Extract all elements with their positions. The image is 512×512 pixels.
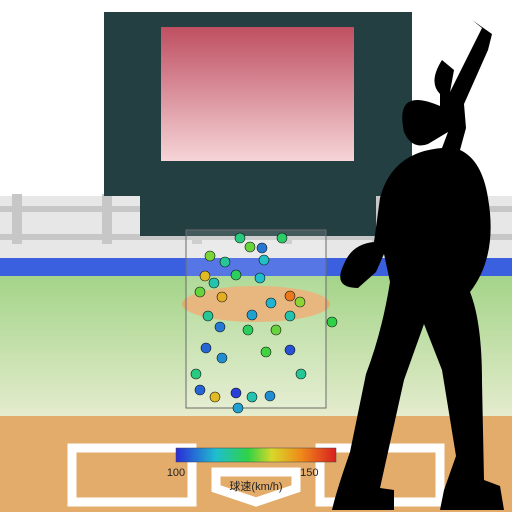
pitch-marker	[243, 325, 253, 335]
pitch-marker	[259, 255, 269, 265]
pitch-marker	[265, 391, 275, 401]
pitch-marker	[205, 251, 215, 261]
pitch-marker	[285, 291, 295, 301]
pitch-marker	[247, 392, 257, 402]
legend-tick: 100	[167, 467, 185, 479]
pitch-marker	[233, 403, 243, 413]
pitch-marker	[217, 353, 227, 363]
pitch-marker	[203, 311, 213, 321]
pitch-marker	[200, 271, 210, 281]
legend-label: 球速(km/h)	[229, 479, 282, 493]
pitch-marker	[296, 369, 306, 379]
pitch-marker	[201, 343, 211, 353]
pitch-marker	[255, 273, 265, 283]
pitch-marker	[285, 311, 295, 321]
pitch-marker	[217, 292, 227, 302]
pitch-marker	[210, 392, 220, 402]
scene-svg: 100 150 球速(km/h)	[0, 0, 512, 512]
pitch-marker	[220, 257, 230, 267]
pitch-marker	[245, 242, 255, 252]
pitch-marker	[195, 287, 205, 297]
pitch-marker	[209, 278, 219, 288]
pitch-marker	[257, 243, 267, 253]
pitch-marker	[327, 317, 337, 327]
pitch-marker	[266, 298, 276, 308]
pitch-marker	[235, 233, 245, 243]
legend-bar	[176, 448, 336, 462]
pitch-marker	[295, 297, 305, 307]
pitch-marker	[285, 345, 295, 355]
pitch-marker	[231, 270, 241, 280]
pitch-marker	[277, 233, 287, 243]
pitch-marker	[261, 347, 271, 357]
pitch-marker	[191, 369, 201, 379]
pitch-marker	[247, 310, 257, 320]
pitch-marker	[215, 322, 225, 332]
pitch-marker	[271, 325, 281, 335]
pitch-marker	[231, 388, 241, 398]
pitch-location-scene: 100 150 球速(km/h)	[0, 0, 512, 512]
pitch-marker	[195, 385, 205, 395]
legend-tick: 150	[300, 467, 318, 479]
